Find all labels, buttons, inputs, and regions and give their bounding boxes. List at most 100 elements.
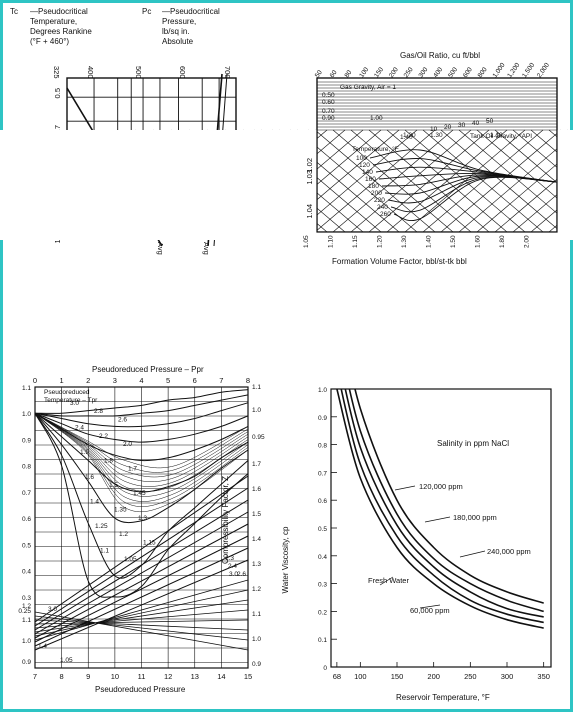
viscosity-y-tick: 0.8 [318, 443, 327, 450]
gor-tick-label: 500 [447, 66, 459, 79]
api-label: Tank Oil Gravity, °API [470, 132, 532, 140]
ppr-top-tick: 1 [60, 376, 64, 385]
series-label-180k: 180,000 ppm [453, 513, 497, 522]
z-left-tick: 0.25 [18, 608, 31, 615]
ppr-axis-title: Pseudoreduced Pressure – Ppr [92, 365, 204, 374]
viscosity-y-tick: 0.9 [318, 415, 327, 422]
tc-legend-text: —Pseudocritical Temperature, Degrees Ranki… [30, 7, 92, 46]
gas-gravity-tick: 1.40 [400, 134, 413, 141]
z-left-tick: 0.7 [22, 490, 31, 497]
viscosity-curve [340, 389, 544, 624]
z-left-tick: 1.0 [22, 411, 31, 418]
pc-symbol: Pc [142, 7, 151, 16]
tpr-curve-label: 1.35 [114, 507, 127, 514]
ppr-bottom-tick: 13 [191, 672, 199, 681]
pc-legend-text: —Pseudocritical Pressure, lb/sq in. Absolut… [162, 7, 220, 46]
z-curve-lower [34, 499, 249, 631]
nomograph-2-frame [316, 77, 558, 233]
ppr-bottom-tick: 8 [60, 672, 64, 681]
z-curve-lower [34, 619, 249, 631]
y-tick-label: 0.5 [53, 88, 62, 98]
z-curve-lower [34, 619, 249, 625]
tpr-curve-label: 1.2 [119, 531, 128, 538]
z-curve-minor [34, 412, 249, 502]
z-right-tick-lower: 1.7 [252, 461, 261, 468]
z-right-tick-lower: 1.5 [252, 511, 261, 518]
hatch-line [314, 129, 436, 233]
z-left-tick-lower: 1.2 [22, 603, 31, 610]
ppr-top-tick: 7 [219, 376, 223, 385]
label-leader [459, 550, 486, 558]
fvf-tick-label: 1.60 [475, 235, 482, 248]
gor-tick-label: 250 [403, 66, 415, 79]
api-tick: 30 [458, 122, 466, 129]
z-curve-tpr-1-05 [34, 412, 249, 598]
label-leader [394, 485, 416, 491]
hatch-line [512, 180, 573, 233]
tpr-curve-label: 2.8 [94, 408, 103, 415]
ppr-top-tick: 5 [166, 376, 170, 385]
z-left-tick-lower: 1.1 [22, 617, 31, 624]
temperature-tick: 140 [362, 169, 373, 176]
ppr-top-tick: 8 [246, 376, 250, 385]
fvf-tick-label: 1.80 [499, 235, 506, 248]
label-leader [424, 516, 451, 523]
gas-gravity-tick: 0.50 [322, 92, 335, 99]
temperature-tick: 240 [377, 204, 388, 211]
tpr-curve-label: 1.4 [90, 498, 99, 505]
tpr-curve-label: 1.7 [128, 466, 137, 473]
viscosity-curve [348, 389, 544, 613]
z-right-tick-lower: 1.6 [252, 486, 261, 493]
temperature-x-tick: 200 [427, 672, 440, 681]
temperature-x-tick: 150 [391, 672, 404, 681]
left-tick-label: 1.03 [305, 170, 314, 185]
gas-gravity-tick: 1.00 [370, 115, 383, 122]
hatch-line [530, 195, 573, 233]
fvf-tick-label: 1.05 [303, 235, 310, 248]
temperature-tick: 160 [365, 176, 376, 183]
gas-gravity-label: Gas Gravity, Air = 1 [340, 84, 396, 91]
z-right-tick: 1.1 [252, 384, 261, 391]
gor-tick-label: 200 [388, 66, 400, 79]
z-curve-tpr-3-0 [34, 389, 249, 414]
left-tick-label: 1.02 [305, 158, 314, 173]
top-tick-label: 500 [134, 66, 143, 79]
z-right-tick: 1.0 [252, 407, 261, 414]
gor-tick-label: 50 [314, 69, 324, 79]
api-tick: 10 [430, 126, 438, 133]
z-curve-tpr-1-5 [34, 412, 249, 462]
ppr-bottom-tick: 9 [86, 672, 90, 681]
temperature-x-tick: 350 [537, 672, 550, 681]
z-curve-lower [34, 523, 249, 639]
viscosity-curve [336, 389, 544, 629]
viscosity-frame [330, 388, 552, 668]
z-curve-minor [34, 412, 249, 507]
hatch-line [494, 129, 573, 197]
z-left-tick: 0.5 [22, 542, 31, 549]
tpr-lower-label: 3.0 [229, 571, 238, 578]
z-left-tick-lower: 1.0 [22, 638, 31, 645]
api-tick: 20 [444, 124, 452, 131]
z-left-tick: 0.3 [22, 595, 31, 602]
ppr-bottom-tick: 12 [164, 672, 172, 681]
viscosity-y-tick: 0.7 [318, 470, 327, 477]
temperature-tick: 260 [380, 211, 391, 218]
tpr-lower-label: 1.4 [38, 643, 47, 650]
ppr-bottom-tick: 15 [244, 672, 252, 681]
gas-gravity-tick: 0.70 [322, 108, 335, 115]
fvf-tick-label: 1.15 [352, 235, 359, 248]
mask-bottom [315, 232, 573, 240]
series-label-60k: 60,000 ppm [410, 606, 450, 615]
gor-tick-label: 1,200 [506, 61, 521, 79]
z-curve-tpr-2-0 [34, 402, 249, 428]
label-leader [379, 576, 394, 586]
gor-tick-label: 800 [477, 66, 489, 79]
hatch-line [512, 129, 573, 182]
mask-left [0, 130, 317, 240]
top-tick-label: 400 [86, 66, 95, 79]
temperature-x-tick: 100 [354, 672, 367, 681]
tpr-curve-label: 1.45 [133, 490, 146, 497]
api-tick: 40 [472, 120, 480, 127]
z-curve-tpr-1-3 [34, 412, 249, 493]
tpr-curve-label: 2.6 [118, 416, 127, 423]
